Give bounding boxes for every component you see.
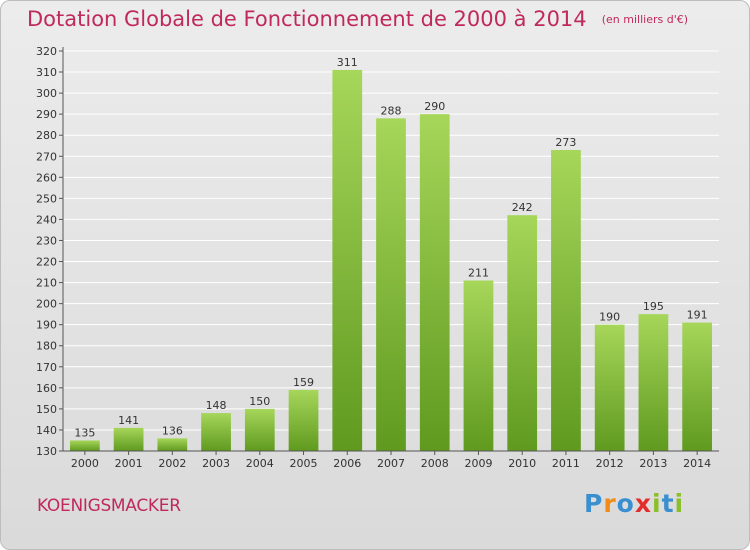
y-tick-label: 190: [36, 319, 57, 332]
x-tick-label-2008: 2008: [421, 457, 449, 470]
y-tick-label: 270: [36, 150, 57, 163]
x-tick-label-2014: 2014: [683, 457, 711, 470]
proxiti-logo: Proxiti: [584, 489, 684, 518]
x-tick-label-2012: 2012: [596, 457, 624, 470]
x-tick-label-2003: 2003: [202, 457, 230, 470]
logo-letter: i: [652, 489, 662, 518]
data-label-2006: 311: [337, 56, 358, 69]
unit-text: (en milliers d'€): [601, 13, 689, 26]
bar-2013: [638, 314, 669, 451]
x-tick-label-2013: 2013: [639, 457, 667, 470]
data-label-2012: 190: [599, 311, 620, 324]
y-tick-label: 200: [36, 298, 57, 311]
bar-2003: [201, 413, 231, 451]
logo-letter: P: [584, 489, 604, 518]
data-label-2001: 141: [118, 414, 139, 427]
y-tick-label: 320: [36, 45, 57, 58]
bar-2011: [551, 149, 581, 451]
data-label-2008: 290: [424, 100, 445, 113]
bar-2012: [594, 324, 625, 451]
bar-2008: [419, 114, 450, 451]
bar-2002: [157, 438, 188, 451]
y-tick-label: 290: [36, 108, 57, 121]
x-tick-label-2011: 2011: [552, 457, 580, 470]
logo-letter: t: [661, 489, 675, 518]
logo-letter: i: [674, 489, 685, 518]
bar-2014: [682, 322, 713, 451]
axes: [59, 47, 719, 455]
commune-name: KOENIGSMACKER: [37, 496, 181, 516]
y-tick-label: 240: [36, 213, 57, 226]
y-tick-label: 130: [36, 445, 57, 458]
logo-letter: x: [634, 489, 652, 518]
bar-2000: [69, 440, 100, 451]
x-tick-label-2001: 2001: [115, 457, 143, 470]
bar-2009: [463, 280, 494, 451]
x-tick-label-2007: 2007: [377, 457, 405, 470]
bar-2004: [244, 408, 275, 451]
bar-2007: [376, 118, 406, 452]
y-tick-label: 180: [36, 340, 57, 353]
y-tick-label: 150: [36, 403, 57, 416]
labels: 130 140 150 160 170 180 190 200 210 220 230 240 250 2…: [36, 45, 711, 470]
x-tick-label-2010: 2010: [508, 457, 536, 470]
data-label-2009: 211: [468, 266, 489, 279]
x-tick-label-2005: 2005: [290, 457, 318, 470]
data-label-2004: 150: [249, 395, 270, 408]
data-label-2014: 191: [687, 309, 708, 322]
bar-2005: [288, 389, 319, 451]
data-label-2005: 159: [293, 376, 314, 389]
chart-title: Dotation Globale de Fonctionnement de 20…: [27, 7, 688, 31]
x-tick-label-2002: 2002: [158, 457, 186, 470]
y-tick-label: 280: [36, 129, 57, 142]
y-tick-label: 210: [36, 277, 57, 290]
data-label-2007: 288: [381, 104, 402, 117]
data-label-2002: 136: [162, 424, 183, 437]
y-tick-label: 160: [36, 382, 57, 395]
y-tick-label: 250: [36, 192, 57, 205]
x-tick-label-2004: 2004: [246, 457, 274, 470]
x-tick-label-2006: 2006: [333, 457, 361, 470]
y-tick-label: 230: [36, 234, 57, 247]
x-tick-label-2000: 2000: [71, 457, 99, 470]
bar-2001: [113, 427, 144, 451]
data-label-2000: 135: [74, 426, 95, 439]
data-label-2013: 195: [643, 300, 664, 313]
data-label-2011: 273: [555, 136, 576, 149]
x-tick-label-2009: 2009: [464, 457, 492, 470]
y-tick-label: 220: [36, 256, 57, 269]
y-tick-label: 310: [36, 66, 57, 79]
data-label-2003: 148: [206, 399, 227, 412]
title-text: Dotation Globale de Fonctionnement de 20…: [27, 7, 587, 31]
bar-2006: [332, 69, 363, 452]
bar-2010: [507, 215, 538, 451]
bars: [69, 69, 713, 452]
y-tick-label: 260: [36, 171, 57, 184]
y-tick-label: 140: [36, 424, 57, 437]
data-label-2010: 242: [512, 201, 533, 214]
logo-letter: r: [603, 489, 617, 518]
logo-letter: o: [616, 489, 635, 518]
y-tick-label: 300: [36, 87, 57, 100]
y-tick-label: 170: [36, 361, 57, 374]
